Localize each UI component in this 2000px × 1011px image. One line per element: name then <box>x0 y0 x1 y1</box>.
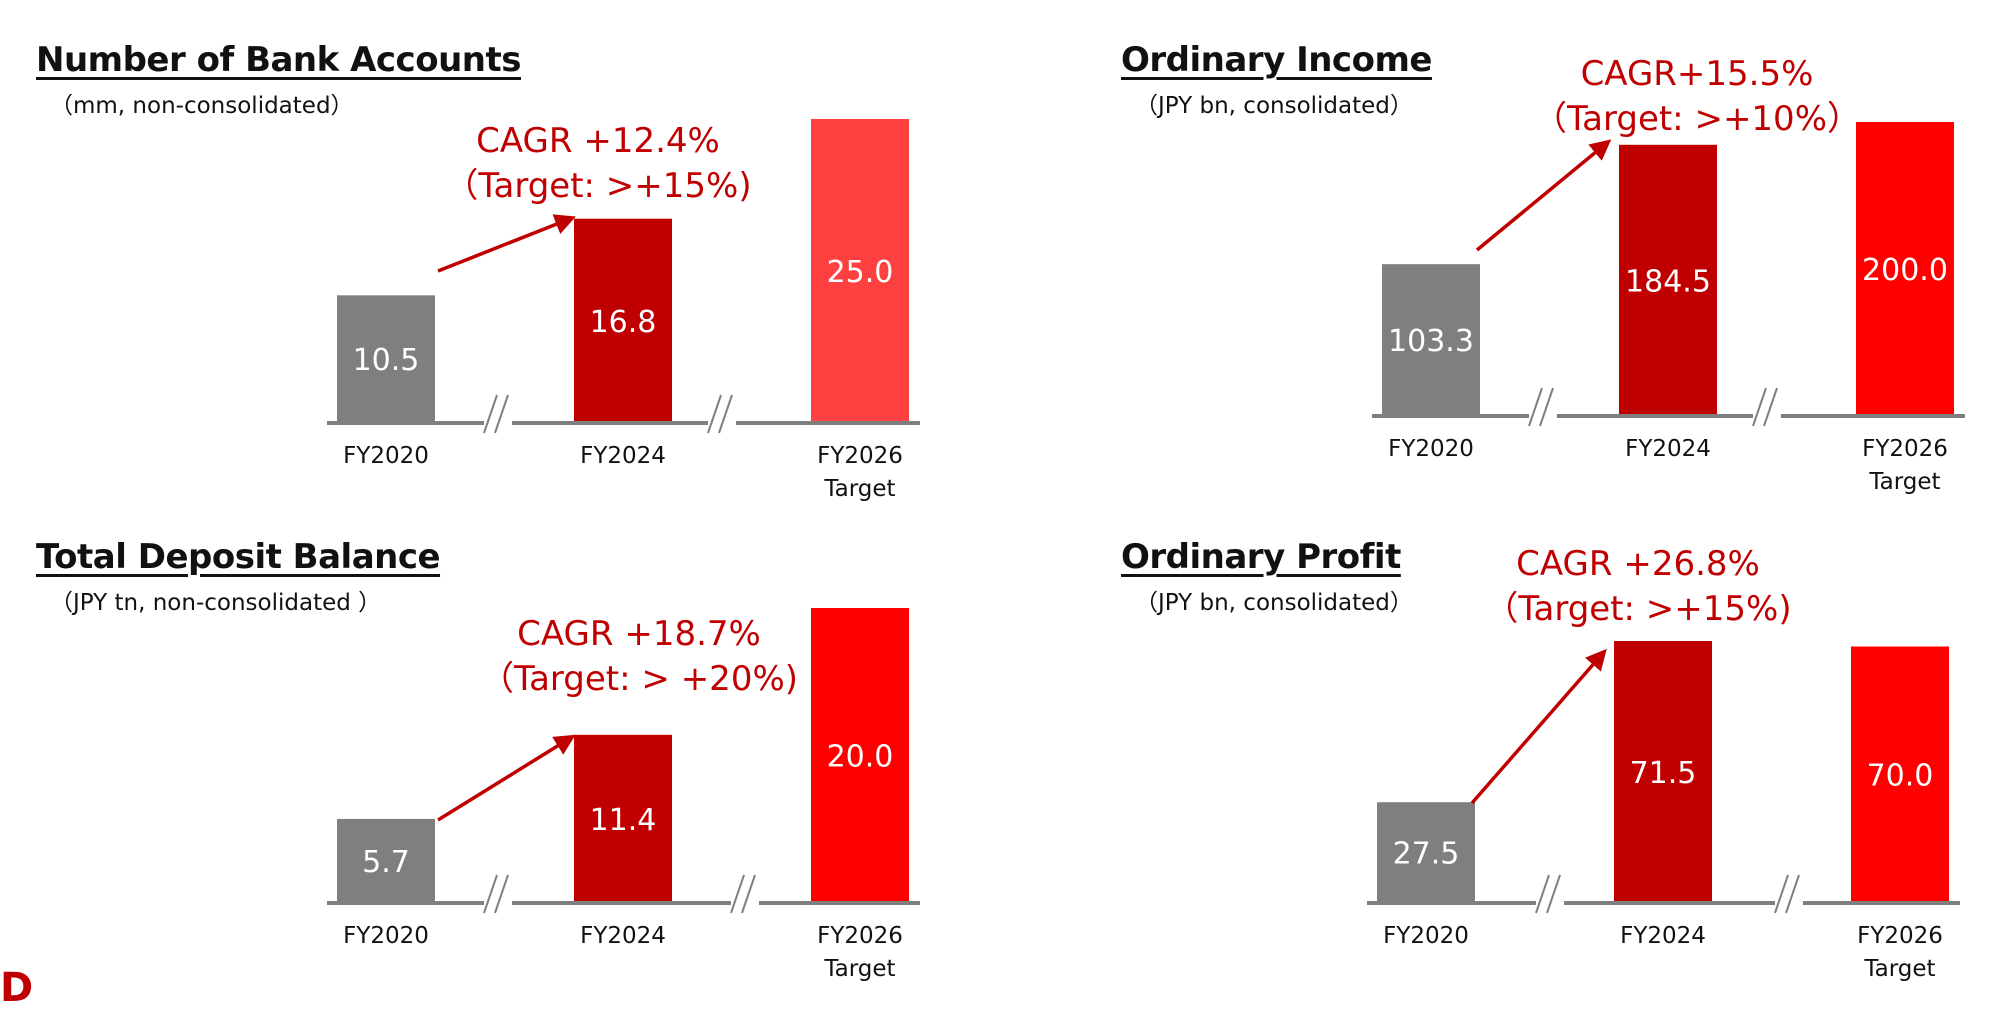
growth-arrow <box>1475 139 1612 252</box>
bar-fy2026 <box>811 119 909 423</box>
bar-fy2026 <box>1851 646 1949 903</box>
bar-chart: 5.7 FY2020 11.4 FY2024 20.0 FY2026 Target CAGR … <box>327 608 920 982</box>
chart-panel-total-deposit-balance: Total Deposit Balance （JPY tn, non-conso… <box>0 497 1000 989</box>
x-tick-label: Target <box>1863 956 1935 982</box>
bar-chart: 10.5 FY2020 16.8 FY2024 25.0 FY2026 Target CAGR… <box>327 119 920 502</box>
data-label: 184.5 <box>1625 264 1711 299</box>
x-tick-label: Target <box>823 476 895 502</box>
bar-fy2020 <box>1382 264 1480 416</box>
data-label: 5.7 <box>362 845 410 880</box>
axis-break-icon <box>1528 387 1557 427</box>
axis-break-icon <box>483 874 512 914</box>
x-tick-label: FY2024 <box>580 923 666 949</box>
x-tick-label: FY2026 <box>1862 436 1948 462</box>
chart-title: Ordinary Profit <box>1121 537 1401 577</box>
data-label: 10.5 <box>353 343 420 378</box>
axis-break-icon <box>707 394 736 434</box>
chart-title: Total Deposit Balance <box>36 537 441 577</box>
chart-subtitle: （JPY bn, consolidated） <box>1135 590 1413 616</box>
x-tick-label: FY2020 <box>1388 436 1474 462</box>
bar-fy2024 <box>574 218 672 423</box>
chart-panel-ordinary-profit: Ordinary Profit （JPY bn, consolidated） 2… <box>1085 497 2000 989</box>
bar-fy2024 <box>574 734 672 903</box>
x-tick-label: FY2026 <box>817 443 903 469</box>
bar-chart: 27.5 FY2020 71.5 FY2024 70.0 FY2026 Target CAGR… <box>1367 544 1960 982</box>
data-label: 25.0 <box>827 255 894 290</box>
chart-subtitle: （JPY bn, consolidated） <box>1135 93 1413 119</box>
x-tick-label: FY2026 <box>1857 923 1943 949</box>
x-tick-label: Target <box>1868 469 1940 495</box>
x-tick-label: Target <box>823 956 895 982</box>
x-tick-label: FY2020 <box>343 443 429 469</box>
cagr-annotation: （Target: >+15%) <box>444 166 751 206</box>
x-tick-label: FY2020 <box>1383 923 1469 949</box>
cagr-annotation: CAGR+15.5% <box>1581 54 1814 94</box>
x-tick-label: FY2024 <box>1620 923 1706 949</box>
bar-fy2020 <box>337 295 435 423</box>
x-tick-label: FY2026 <box>817 923 903 949</box>
axis-break-icon <box>1774 874 1803 914</box>
axis-break-icon <box>730 874 759 914</box>
cagr-annotation: CAGR +12.4% <box>476 121 720 161</box>
axis-break-icon <box>483 394 512 434</box>
x-tick-label: FY2024 <box>1625 436 1711 462</box>
brand-mark: D <box>0 965 34 1011</box>
data-label: 70.0 <box>1867 759 1934 794</box>
bar-fy2024 <box>1619 144 1717 416</box>
chart-title: Number of Bank Accounts <box>36 40 521 80</box>
cagr-annotation: （Target: >+15%) <box>1484 589 1791 629</box>
cagr-annotation: CAGR +26.8% <box>1516 544 1760 584</box>
bar-chart: 103.3 FY2020 184.5 FY2024 200.0 FY2026 Target C… <box>1372 54 1965 495</box>
data-label: 16.8 <box>590 305 657 340</box>
bar-fy2024 <box>1614 641 1712 903</box>
x-tick-label: FY2020 <box>343 923 429 949</box>
data-label: 71.5 <box>1630 756 1697 791</box>
data-label: 200.0 <box>1862 253 1948 288</box>
bar-fy2020 <box>1377 802 1475 903</box>
chart-subtitle: （JPY tn, non-consolidated ） <box>50 590 382 616</box>
cagr-annotation: （Target: > +20%) <box>480 659 798 699</box>
growth-arrow <box>437 214 576 273</box>
chart-subtitle: （mm, non-consolidated） <box>50 93 354 119</box>
bar-fy2026 <box>1856 122 1954 416</box>
chart-title: Ordinary Income <box>1121 40 1432 80</box>
cagr-annotation: CAGR +18.7% <box>517 614 761 654</box>
chart-panel-ordinary-income: Ordinary Income （JPY bn, consolidated） 1… <box>1085 0 2000 495</box>
growth-arrow <box>1470 648 1607 805</box>
axis-break-icon <box>1752 387 1781 427</box>
growth-arrow <box>437 734 576 822</box>
bar-fy2020 <box>337 818 435 903</box>
chart-panel-bank-accounts: Number of Bank Accounts （mm, non-consoli… <box>0 0 1000 502</box>
data-label: 103.3 <box>1388 324 1474 359</box>
bar-fy2026 <box>811 608 909 903</box>
x-tick-label: FY2024 <box>580 443 666 469</box>
axis-break-icon <box>1535 874 1564 914</box>
data-label: 20.0 <box>827 740 894 775</box>
data-label: 11.4 <box>590 803 657 838</box>
cagr-annotation: （Target: >+10%） <box>1533 99 1861 139</box>
data-label: 27.5 <box>1393 837 1460 872</box>
